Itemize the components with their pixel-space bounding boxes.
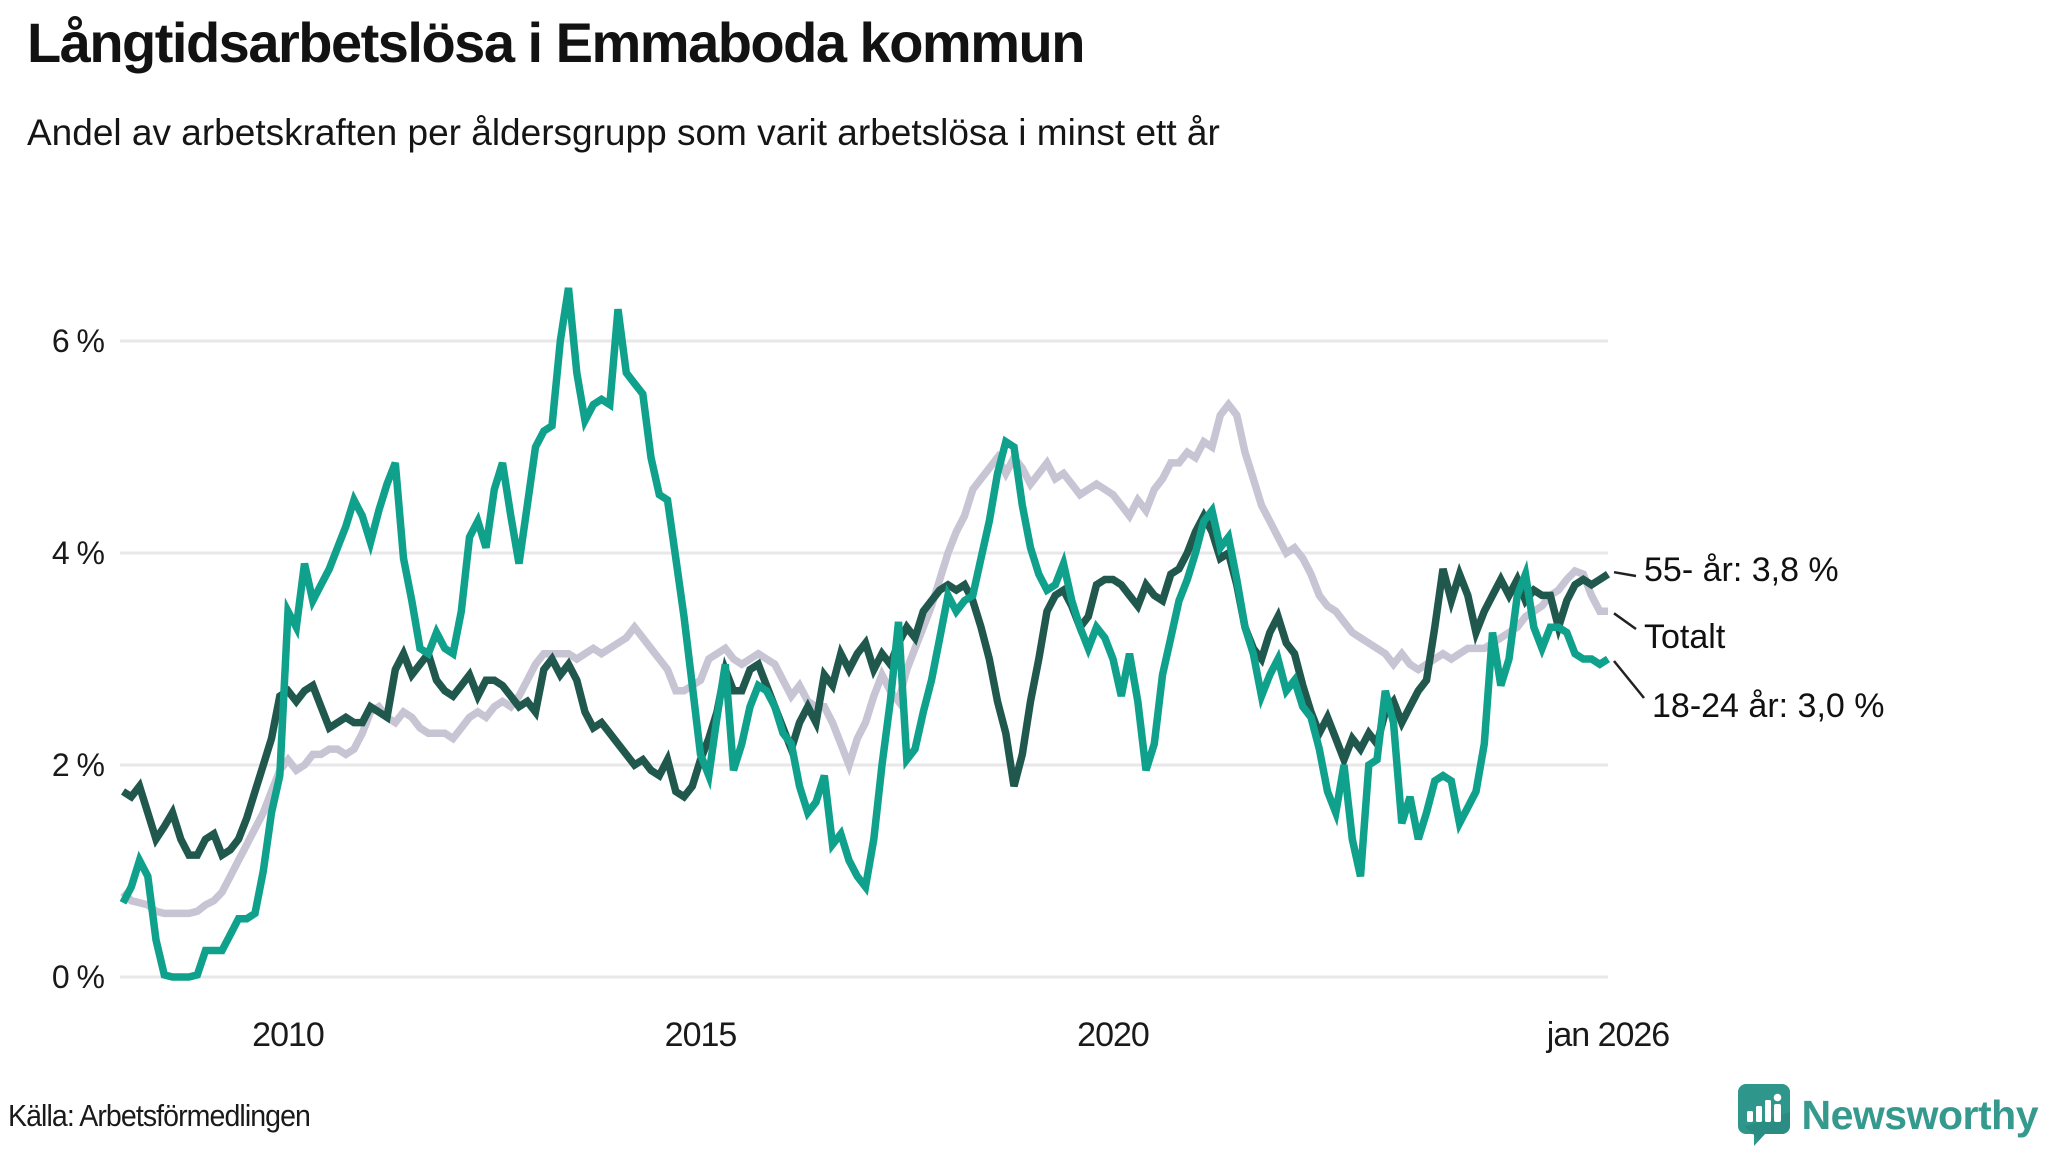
x-tick-label: 2010 [252, 1016, 324, 1054]
series-line-55-r [120, 507, 1611, 861]
brand-wordmark: Newsworthy [1801, 1091, 2039, 1138]
label-leader-line [1613, 570, 1637, 578]
y-tick-label: 4 % [52, 535, 105, 571]
x-tick-label: 2020 [1077, 1016, 1149, 1054]
source-note: Källa: Arbetsförmedlingen [8, 1098, 311, 1133]
series-end-label: Totalt [1644, 618, 1726, 656]
series-end-label: 18-24 år: 3,0 % [1652, 687, 1884, 725]
newsworthy-icon [1737, 1084, 1790, 1146]
y-tick-label: 2 % [52, 747, 105, 783]
label-leader-line [1613, 612, 1637, 631]
brand-logo: Newsworthy [1736, 1082, 2039, 1148]
series-end-label: 55- år: 3,8 % [1644, 551, 1839, 589]
x-tick-label: 2015 [665, 1016, 737, 1054]
series-line-totalt [120, 398, 1608, 918]
y-tick-label: 6 % [52, 323, 105, 359]
label-leader-line [1613, 660, 1645, 699]
x-tick-label: jan 2026 [1546, 1016, 1670, 1054]
series-line-18-24-r [119, 287, 1611, 981]
page-subtitle: Andel av arbetskraften per åldersgrupp s… [27, 112, 1220, 153]
y-tick-label: 0 % [52, 959, 105, 995]
page-title: Långtidsarbetslösa i Emmaboda kommun [27, 11, 1085, 74]
